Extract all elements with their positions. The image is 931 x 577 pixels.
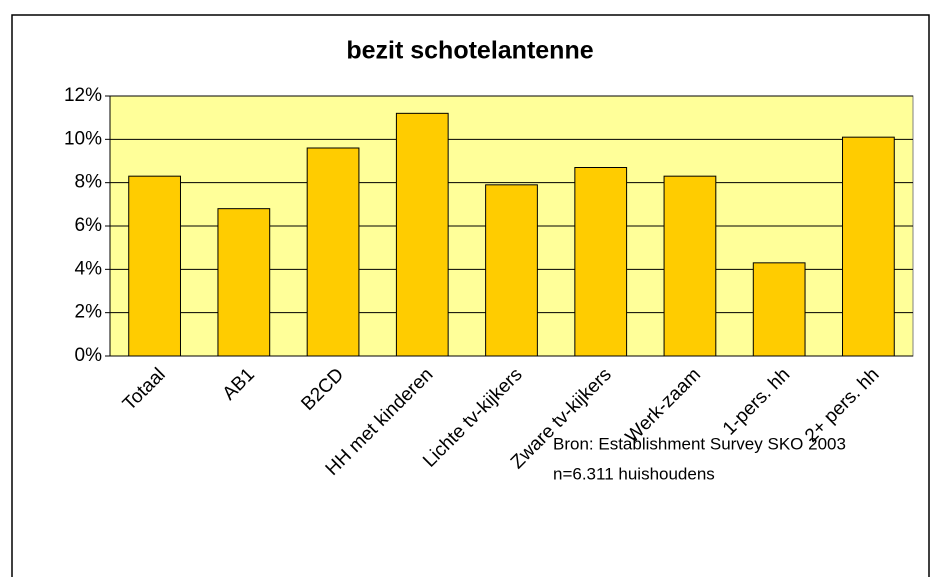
y-tick-label: 0%	[75, 345, 103, 366]
bar	[485, 184, 538, 357]
y-tick-label: 4%	[75, 258, 103, 279]
bar	[128, 175, 181, 357]
bar	[842, 136, 895, 357]
bar	[663, 175, 717, 357]
bar	[752, 262, 806, 357]
bar	[574, 167, 628, 357]
y-tick-label: 8%	[75, 172, 103, 193]
annotation: n=6.311 huishoudens	[553, 464, 715, 483]
y-tick-label: 6%	[75, 215, 103, 236]
chart-title: bezit schotelantenne	[346, 37, 593, 65]
y-tick-label: 12%	[64, 85, 102, 106]
y-tick-label: 10%	[64, 128, 102, 149]
y-tick-label: 2%	[75, 302, 103, 323]
bar	[217, 208, 271, 357]
bar	[395, 112, 449, 357]
bar	[306, 147, 360, 357]
annotation: Bron: Establishment Survey SKO 2003	[553, 434, 846, 453]
